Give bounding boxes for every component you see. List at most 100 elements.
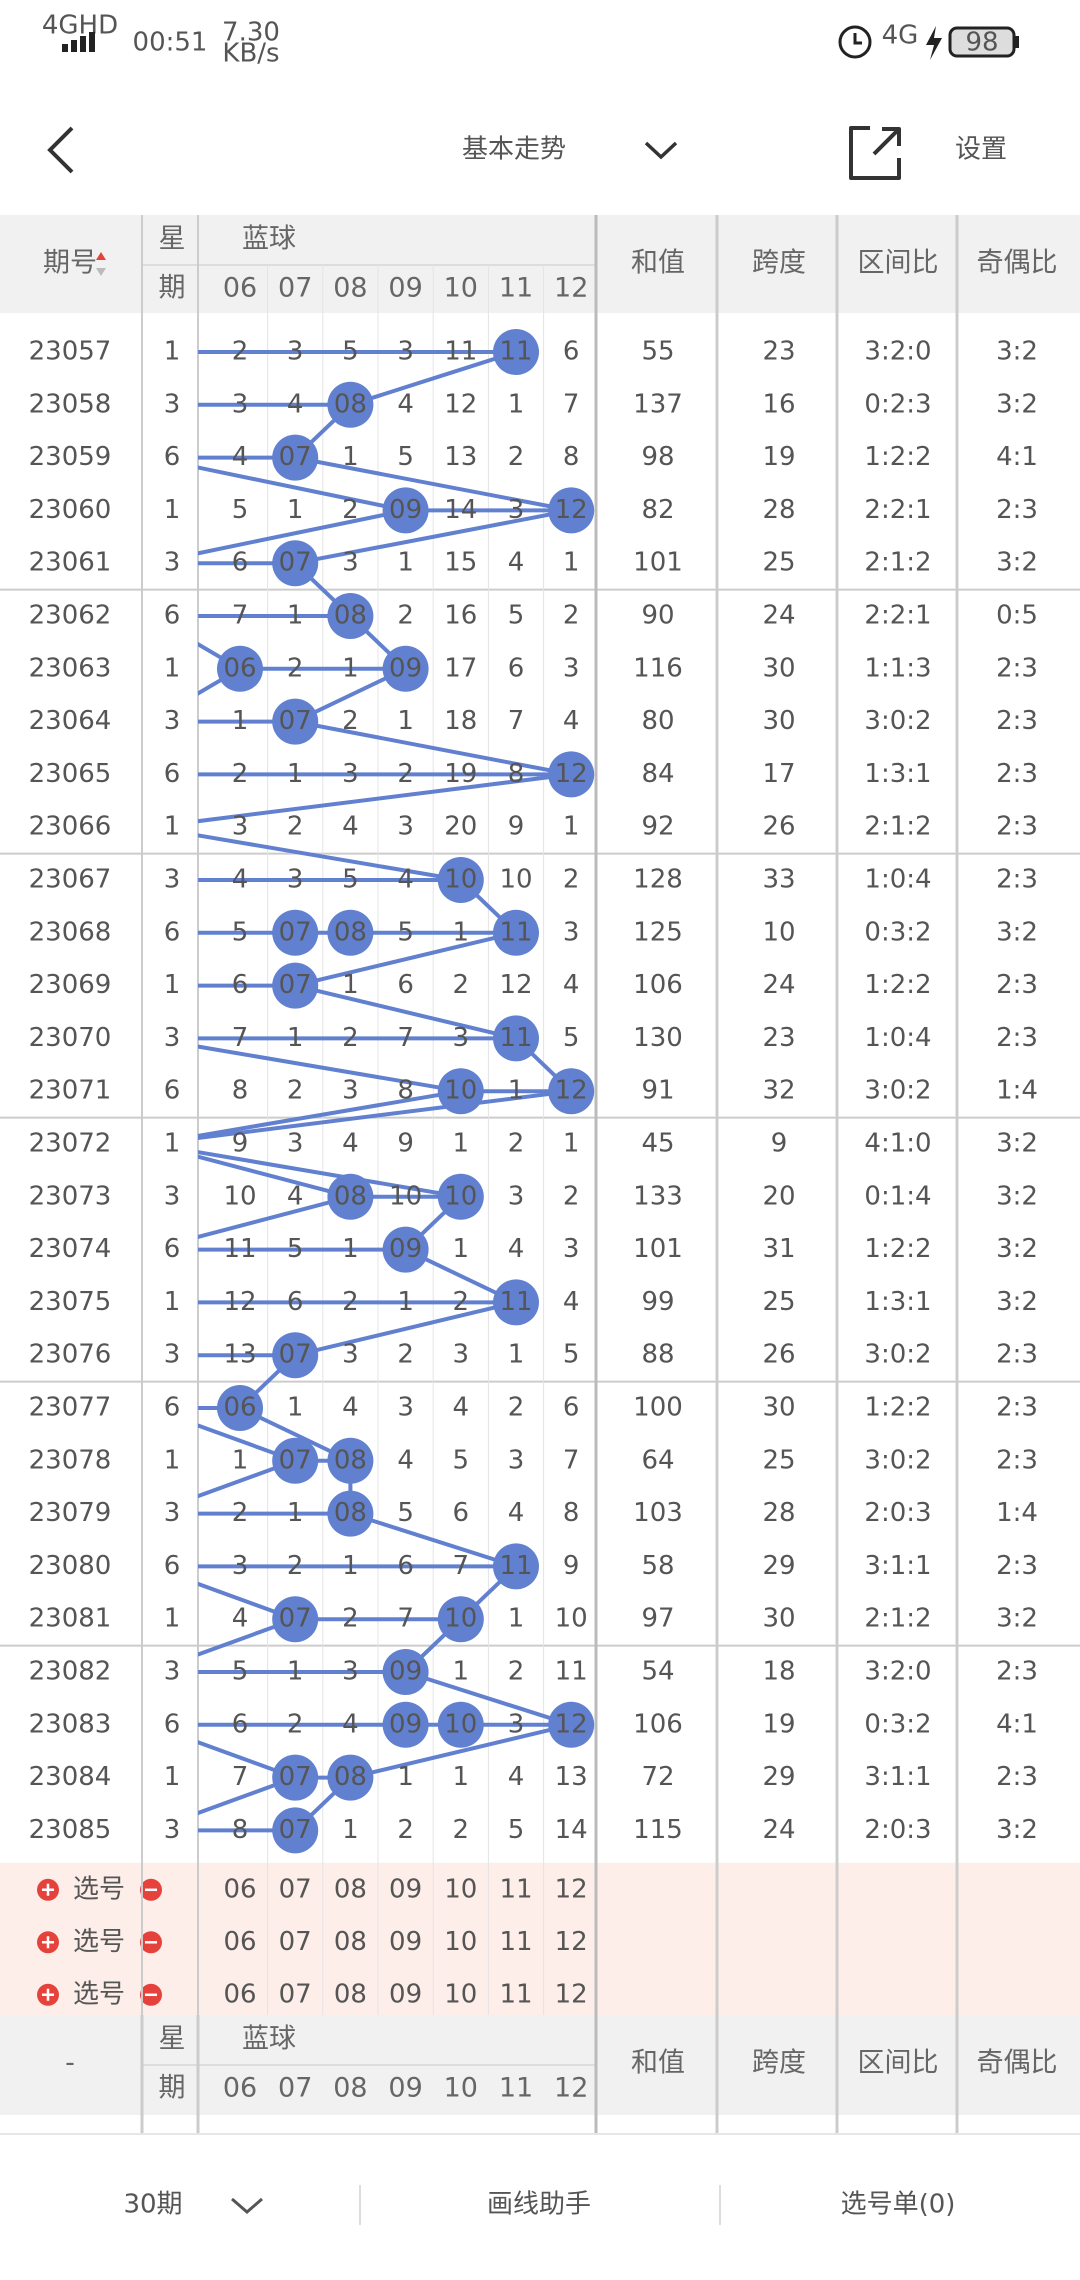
sum-cell: 54 — [641, 1657, 674, 1687]
trend-line — [294, 719, 572, 777]
back-button[interactable] — [47, 126, 74, 174]
blue-header: 蓝球 — [242, 2024, 296, 2055]
blue-ball — [382, 1649, 429, 1695]
select-ball[interactable]: 08 — [334, 1874, 367, 1904]
sum-cell: 128 — [633, 865, 683, 895]
miss-count: 3 — [563, 1234, 580, 1264]
periods-selector[interactable]: 30期 — [123, 2190, 182, 2220]
trend-line — [294, 508, 572, 566]
select-ball[interactable]: 09 — [389, 1927, 422, 1957]
select-ball[interactable]: 09 — [389, 1979, 422, 2009]
status-speed-unit: KB/s — [222, 39, 279, 69]
miss-count: 3 — [342, 1657, 359, 1687]
span-cell: 17 — [762, 759, 795, 789]
miss-count: 2 — [508, 1393, 525, 1423]
miss-count: 1 — [287, 1657, 304, 1687]
battery-level: 98 — [965, 28, 998, 58]
select-ball[interactable]: 07 — [279, 1979, 312, 2009]
miss-count: 2 — [397, 759, 414, 789]
title-dropdown[interactable] — [644, 141, 678, 160]
miss-count: 5 — [342, 337, 359, 367]
period-cell: 23083 — [29, 1709, 112, 1739]
blue-ball-number: 06 — [223, 1393, 256, 1423]
sum-cell: 72 — [641, 1762, 674, 1792]
weekday-cell: 6 — [164, 917, 181, 947]
miss-count: 3 — [342, 1076, 359, 1106]
select-ball[interactable]: 12 — [555, 1927, 588, 1957]
blue-ball-number: 07 — [279, 1604, 312, 1634]
select-ball[interactable]: 08 — [334, 1979, 367, 2009]
select-ball[interactable]: 10 — [444, 1979, 477, 2009]
weekday-cell: 1 — [164, 1445, 181, 1475]
blue-ball — [327, 1754, 374, 1801]
miss-count: 13 — [555, 1762, 588, 1792]
ball-header: 07 — [278, 273, 312, 304]
weekday-cell: 1 — [164, 1287, 181, 1317]
weekday-cell: 3 — [164, 706, 181, 736]
period-header: 期号 — [43, 248, 97, 279]
miss-count: 4 — [508, 1498, 525, 1528]
blue-ball — [327, 593, 374, 639]
select-ball[interactable]: 07 — [279, 1874, 312, 1904]
miss-count: 11 — [444, 337, 477, 367]
select-ball[interactable]: 07 — [279, 1927, 312, 1957]
weekday-cell: 6 — [164, 442, 181, 472]
miss-count: 4 — [508, 1762, 525, 1792]
period-cell: 23085 — [29, 1815, 112, 1845]
miss-count: 6 — [563, 1393, 580, 1423]
draw-helper-button[interactable]: 画线助手 — [487, 2190, 591, 2220]
miss-count: 1 — [342, 1234, 359, 1264]
ball-header: 09 — [388, 273, 422, 304]
select-ball[interactable]: 11 — [499, 1927, 532, 1957]
select-ball[interactable]: 10 — [444, 1927, 477, 1957]
share-button[interactable] — [849, 126, 901, 180]
blue-ball-number: 09 — [389, 495, 422, 525]
blue-ball — [548, 1701, 595, 1748]
select-ball[interactable]: 06 — [223, 1927, 256, 1957]
blue-ball-number: 08 — [334, 601, 367, 631]
parity-cell: 3:2 — [996, 1129, 1038, 1159]
trend-line — [198, 1089, 572, 1140]
pick-list-button[interactable]: 选号单(0) — [841, 2190, 956, 2220]
miss-count: 2 — [287, 1709, 304, 1739]
zone-cell: 1:0:4 — [864, 865, 931, 895]
blue-ball-number: 08 — [334, 917, 367, 947]
miss-count: 8 — [397, 1076, 414, 1106]
select-ball[interactable]: 12 — [555, 1979, 588, 2009]
miss-count: 5 — [453, 1445, 470, 1475]
parity-cell: 3:2 — [996, 1815, 1038, 1845]
zone-cell: 2:2:1 — [864, 601, 931, 631]
sum-cell: 90 — [641, 601, 674, 631]
select-ball[interactable]: 09 — [389, 1874, 422, 1904]
miss-count: 2 — [563, 601, 580, 631]
miss-count: 6 — [232, 548, 249, 578]
trend-line — [198, 1150, 462, 1199]
weekday-cell: 1 — [164, 1604, 181, 1634]
miss-count: 1 — [287, 1393, 304, 1423]
parity-cell: 2:3 — [996, 812, 1038, 842]
miss-count: 6 — [453, 1498, 470, 1528]
select-ball[interactable]: 06 — [223, 1979, 256, 2009]
miss-count: 19 — [444, 759, 477, 789]
select-ball[interactable]: 12 — [555, 1874, 588, 1904]
page-title: 基本走势 — [462, 135, 566, 165]
select-ball[interactable]: 11 — [499, 1979, 532, 2009]
sum-header: 和值 — [631, 2048, 685, 2079]
miss-count: 15 — [444, 548, 477, 578]
blue-ball — [327, 1173, 374, 1220]
parity-cell: 3:2 — [996, 1604, 1038, 1634]
select-ball[interactable]: 10 — [444, 1874, 477, 1904]
select-label: 选号 — [73, 1927, 125, 1957]
miss-count: 14 — [444, 495, 477, 525]
select-ball[interactable]: 08 — [334, 1927, 367, 1957]
blue-ball-number: 09 — [389, 1234, 422, 1264]
signal-bar — [89, 32, 95, 52]
period-cell: 23065 — [29, 759, 112, 789]
trend-line — [349, 1722, 572, 1780]
miss-count: 1 — [453, 1762, 470, 1792]
span-cell: 31 — [762, 1234, 795, 1264]
miss-count: 5 — [563, 1340, 580, 1370]
ball-header: 08 — [333, 2073, 367, 2104]
select-ball[interactable]: 06 — [223, 1874, 256, 1904]
select-ball[interactable]: 11 — [499, 1874, 532, 1904]
